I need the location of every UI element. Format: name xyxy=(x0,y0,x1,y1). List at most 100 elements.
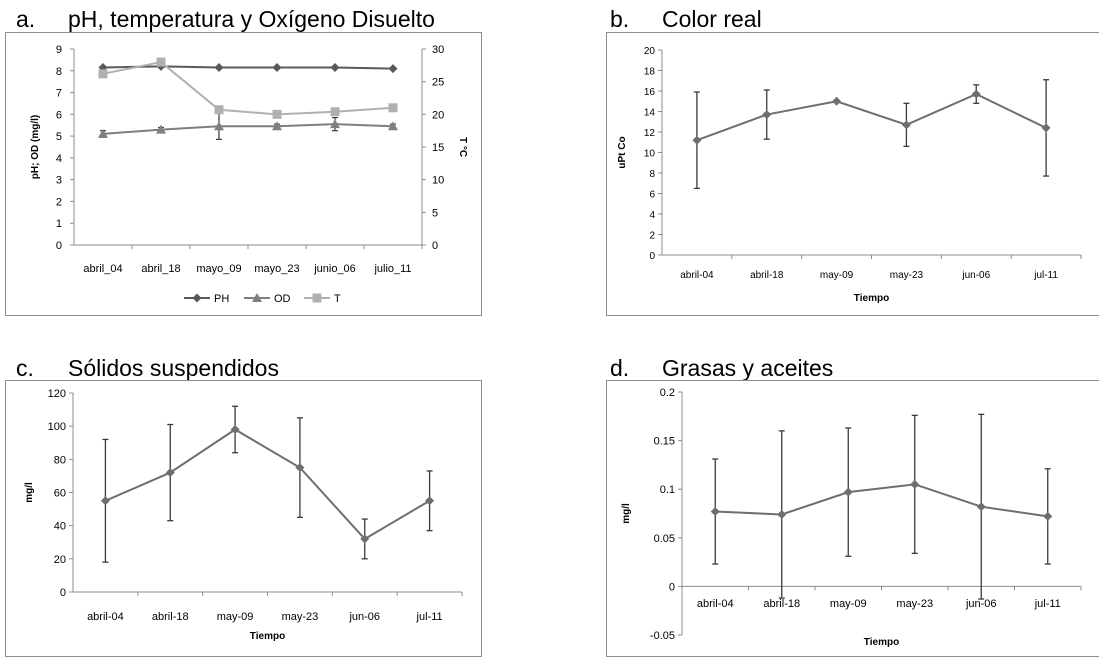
legend-label: OD xyxy=(274,293,291,305)
data-point xyxy=(165,468,175,478)
data-point-ph xyxy=(330,63,340,73)
data-point xyxy=(901,120,911,130)
chart-title: Sólidos suspendidos xyxy=(68,355,279,381)
x-tick-label: abril-04 xyxy=(680,270,714,281)
y-tick-label: 0 xyxy=(56,240,62,252)
series-line-t xyxy=(102,60,394,116)
y-tick-label: 5 xyxy=(56,131,62,143)
x-tick-label: julio_11 xyxy=(373,263,411,275)
data-point xyxy=(1043,511,1053,521)
x-tick-label: jun-06 xyxy=(961,270,990,281)
y-tick-label: 2 xyxy=(649,231,655,242)
panel-b-title: b. Color real xyxy=(610,6,762,32)
data-point xyxy=(976,502,986,512)
y2-tick-label: 20 xyxy=(432,109,444,121)
data-point-ph xyxy=(388,64,398,74)
x-tick-label: abril-18 xyxy=(763,598,800,610)
panel-c-title: c. Sólidos suspendidos xyxy=(16,355,279,381)
data-point-t xyxy=(156,57,166,67)
data-point-t xyxy=(330,107,340,117)
data-point-od xyxy=(272,121,282,131)
y-axis-title: mg/l xyxy=(24,482,35,503)
data-point xyxy=(360,534,370,544)
y2-tick-label: 10 xyxy=(432,175,444,187)
y2-tick-label: 0 xyxy=(432,240,438,252)
series-line-od xyxy=(102,123,394,135)
legend-marker xyxy=(312,293,322,303)
legend-marker xyxy=(252,293,262,302)
legend-label: T xyxy=(334,293,341,305)
chart-title: Color real xyxy=(662,6,762,32)
data-point xyxy=(777,509,787,519)
data-point-ph xyxy=(272,63,282,73)
y-tick-label: 0 xyxy=(669,581,675,593)
chart-d: -0.05 0 0.05 0.1 0.15 0.2 abril-04 abril-18 may-… xyxy=(606,380,1099,657)
y2-tick-label: 5 xyxy=(432,207,438,219)
y-tick-label: 0.1 xyxy=(660,484,675,496)
y2-axis-title: T °C xyxy=(457,137,468,157)
x-tick-label: may-09 xyxy=(820,270,854,281)
y2-tick-label: 25 xyxy=(432,77,444,89)
y-axis-title: pH; OD (mg/l) xyxy=(30,115,41,179)
panel-letter: d. xyxy=(610,355,630,381)
chart-a-plot: 0 1 2 3 4 5 6 7 8 9 0 5 10 15 20 25 30 abril_04 abril_18 ma… xyxy=(30,44,468,305)
y2-tick-label: 15 xyxy=(432,142,444,154)
y-tick-label: 16 xyxy=(644,87,656,98)
legend-marker xyxy=(192,293,202,303)
x-tick-label: jul-11 xyxy=(1033,270,1058,281)
data-point-t xyxy=(272,109,282,119)
data-point xyxy=(762,110,772,120)
chart-c-plot: 0 20 40 60 80 100 120 abril-04 abril-18 may-09 may… xyxy=(24,388,463,642)
y-tick-label: 10 xyxy=(644,149,656,160)
y-tick-label: 60 xyxy=(54,488,66,500)
x-tick-label: mayo_23 xyxy=(254,263,299,275)
panel-letter: a. xyxy=(16,6,36,32)
y-tick-label: 14 xyxy=(644,108,656,119)
chart-c: 0 20 40 60 80 100 120 abril-04 abril-18 may-09 may… xyxy=(5,380,482,657)
data-point xyxy=(692,135,702,145)
data-point-od xyxy=(98,128,108,138)
y-tick-label: 0 xyxy=(60,587,66,599)
data-point xyxy=(910,479,920,489)
y-tick-label: 8 xyxy=(649,169,655,180)
y-tick-label: 20 xyxy=(644,46,656,57)
x-tick-label: abril_18 xyxy=(141,263,180,275)
y-tick-label: 0 xyxy=(649,251,655,262)
y-tick-label: 1 xyxy=(56,218,62,230)
series-line xyxy=(715,483,1048,518)
chart-b-plot: 0 2 4 6 8 10 12 14 16 18 20 abril-04 abril-18 may-09 m… xyxy=(617,46,1082,304)
y-tick-label: 7 xyxy=(56,88,62,100)
x-tick-label: may-23 xyxy=(282,611,319,623)
data-point-od xyxy=(156,124,166,134)
x-tick-label: abril-04 xyxy=(697,598,734,610)
data-point xyxy=(230,424,240,434)
x-tick-label: mayo_09 xyxy=(196,263,241,275)
y-tick-label: 4 xyxy=(649,210,655,221)
panel-d-title: d. Grasas y aceites xyxy=(610,355,833,381)
data-point xyxy=(843,487,853,497)
data-point-od xyxy=(214,121,224,131)
y-tick-label: 100 xyxy=(48,421,66,433)
data-point xyxy=(100,496,110,506)
series-line xyxy=(105,428,431,541)
x-axis-title: Tiempo xyxy=(854,293,889,304)
y-axis-title: uPt Co xyxy=(617,136,628,168)
y-tick-label: 120 xyxy=(48,388,66,400)
data-point-t xyxy=(388,103,398,113)
y-tick-label: 80 xyxy=(54,454,66,466)
y-tick-label: 9 xyxy=(56,44,62,56)
x-tick-label: jul-11 xyxy=(416,611,443,623)
y-tick-label: 3 xyxy=(56,175,62,187)
chart-title: pH, temperatura y Oxígeno Disuelto xyxy=(68,6,435,32)
y-tick-label: 2 xyxy=(56,196,62,208)
y-tick-label: 0.2 xyxy=(660,387,675,399)
x-tick-label: abril-04 xyxy=(87,611,124,623)
x-tick-label: jun-06 xyxy=(348,611,380,623)
data-point xyxy=(971,89,981,99)
x-tick-label: may-23 xyxy=(896,598,933,610)
x-tick-label: abril-18 xyxy=(750,270,784,281)
data-point xyxy=(295,463,305,473)
y-axis-title: mg/l xyxy=(621,503,632,524)
chart-d-plot: -0.05 0 0.05 0.1 0.15 0.2 abril-04 abril-18 may-… xyxy=(621,387,1082,648)
data-point xyxy=(710,507,720,517)
